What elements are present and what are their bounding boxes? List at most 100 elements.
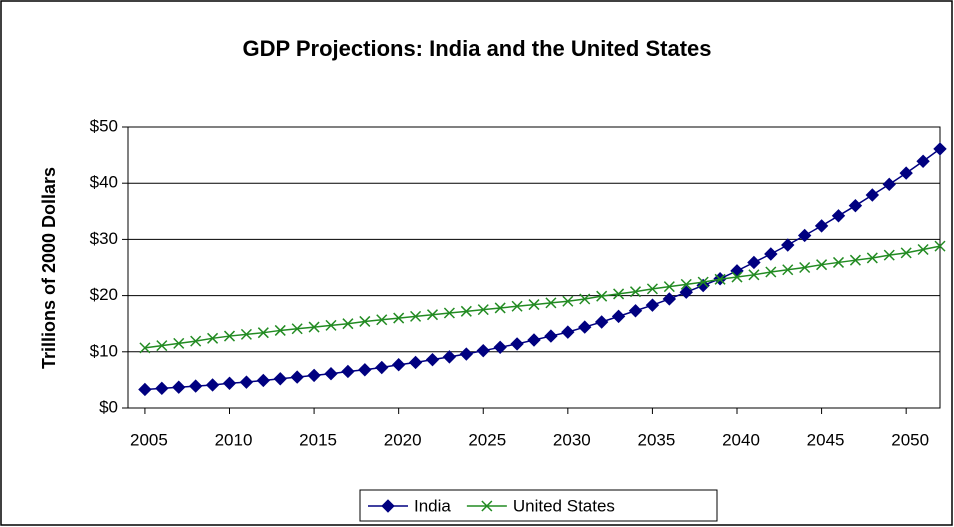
chart-title: GDP Projections: India and the United St… [242, 36, 711, 61]
marker [933, 142, 947, 156]
marker [240, 328, 252, 340]
legend-box [359, 489, 718, 522]
legend-label: India [414, 496, 451, 515]
marker [324, 367, 338, 381]
marker [747, 255, 761, 270]
marker [410, 310, 422, 322]
marker [476, 343, 490, 358]
marker [156, 340, 168, 352]
marker [408, 355, 423, 370]
marker [814, 219, 829, 233]
marker [934, 240, 946, 252]
marker [376, 314, 388, 326]
marker [358, 363, 372, 377]
marker [341, 364, 355, 379]
marker [308, 321, 320, 333]
marker [579, 293, 591, 305]
marker [578, 320, 592, 334]
marker [510, 337, 524, 351]
marker [561, 325, 575, 339]
marker [459, 347, 474, 361]
marker [222, 376, 237, 390]
y-tick-label: $20 [90, 285, 118, 304]
marker [916, 154, 930, 168]
marker [866, 252, 878, 264]
x-tick-label: 2015 [299, 430, 337, 449]
marker [223, 330, 236, 342]
marker [781, 238, 795, 252]
marker [832, 256, 845, 268]
marker [662, 292, 677, 306]
marker [493, 340, 507, 355]
marker [816, 259, 828, 271]
y-tick-label: $40 [90, 173, 118, 192]
marker [138, 382, 152, 397]
marker [443, 307, 455, 319]
marker [629, 286, 642, 298]
marker [611, 309, 626, 324]
x-tick-label: 2020 [384, 430, 422, 449]
marker [173, 337, 185, 349]
marker [848, 198, 863, 213]
x-tick-label: 2035 [638, 430, 676, 449]
marker [782, 264, 794, 276]
marker [273, 372, 287, 386]
marker [900, 247, 912, 259]
marker [849, 254, 861, 266]
x-tick-label: 2050 [891, 430, 929, 449]
marker [797, 228, 812, 243]
marker [899, 166, 913, 180]
marker [765, 266, 777, 278]
marker [207, 332, 219, 344]
marker [256, 373, 271, 388]
marker [645, 298, 660, 312]
marker [831, 209, 846, 223]
marker [442, 350, 457, 364]
marker [359, 315, 371, 327]
marker [613, 288, 625, 300]
y-tick-label: $0 [99, 397, 118, 416]
marker [628, 304, 643, 318]
marker [307, 368, 321, 383]
marker [290, 370, 304, 384]
marker [393, 312, 405, 324]
marker [663, 281, 675, 293]
marker [155, 381, 169, 396]
marker [494, 302, 506, 314]
marker [646, 283, 658, 295]
marker [511, 300, 523, 312]
marker [545, 297, 557, 309]
marker [544, 329, 558, 343]
marker [274, 324, 286, 336]
y-axis-title: Trillions of 2000 Dollars [39, 167, 59, 369]
legend-marker [381, 499, 395, 513]
marker [527, 333, 541, 347]
x-tick-label: 2030 [553, 430, 591, 449]
marker [764, 247, 778, 261]
marker [139, 342, 151, 354]
marker [697, 276, 709, 288]
marker [748, 269, 760, 281]
marker [188, 379, 203, 393]
marker [205, 378, 220, 392]
x-tick-label: 2040 [722, 430, 760, 449]
y-tick-label: $50 [90, 116, 118, 135]
legend: India United States [359, 489, 718, 522]
y-tick-label: $10 [90, 341, 118, 360]
y-tick-label: $30 [90, 229, 118, 248]
x-tick-label: 2045 [807, 430, 845, 449]
marker [460, 305, 472, 317]
x-tick-label: 2025 [468, 430, 506, 449]
marker [865, 188, 880, 202]
marker [917, 243, 929, 256]
marker [291, 323, 303, 335]
marker [375, 360, 389, 375]
marker [882, 177, 896, 192]
marker [342, 318, 354, 330]
marker [257, 327, 269, 339]
marker [562, 295, 574, 307]
line [144, 245, 941, 349]
legend-label: United States [513, 496, 615, 515]
marker [596, 290, 608, 302]
